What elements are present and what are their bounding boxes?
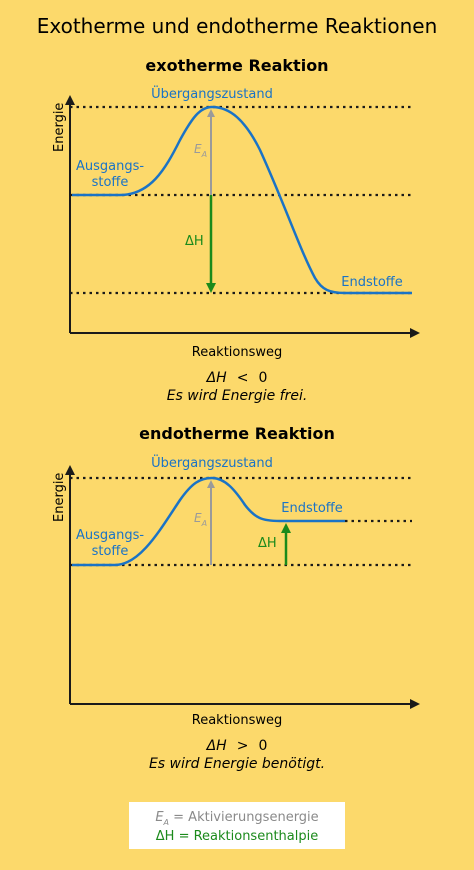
endo-start-label-line1: Ausgangs- xyxy=(76,528,144,543)
endo-energy-curve xyxy=(72,476,345,567)
endo-heading: endotherme Reaktion xyxy=(139,424,335,443)
exo-transition-label: Übergangszustand xyxy=(151,85,273,102)
exo-note: Es wird Energie frei. xyxy=(167,388,308,404)
endo-x-label: Reaktionsweg xyxy=(192,713,283,728)
endo-dh-label: ΔH xyxy=(258,536,277,551)
endo-equation: ΔH >0 xyxy=(206,738,268,754)
exo-start-label-line1: Ausgangs- xyxy=(76,159,144,174)
exo-equation: ΔH <0 xyxy=(206,370,268,386)
endo-transition-label: Übergangszustand xyxy=(151,454,273,471)
exo-ea-label: EA xyxy=(194,142,207,159)
legend-enthalpy: ΔH = Reaktionsenthalpie xyxy=(156,829,318,844)
exo-energy-curve xyxy=(72,105,412,295)
exo-dh-label: ΔH xyxy=(185,234,204,249)
exo-end-label: Endstoffe xyxy=(341,275,402,290)
exo-start-label-line2: stoffe xyxy=(92,175,129,190)
page-title: Exotherme und endotherme Reaktionen xyxy=(37,14,438,38)
legend-activation: EA = Aktivierungsenergie xyxy=(155,810,318,827)
endo-y-label: Energie xyxy=(52,473,67,522)
endo-end-label: Endstoffe xyxy=(281,501,342,516)
exo-x-label: Reaktionsweg xyxy=(192,345,283,360)
legend-box xyxy=(129,802,345,849)
endo-ea-label: EA xyxy=(194,511,207,528)
endo-note: Es wird Energie benötigt. xyxy=(149,756,325,772)
exo-heading: exotherme Reaktion xyxy=(145,56,328,75)
endo-start-label-line2: stoffe xyxy=(92,544,129,559)
exo-y-label: Energie xyxy=(52,103,67,152)
